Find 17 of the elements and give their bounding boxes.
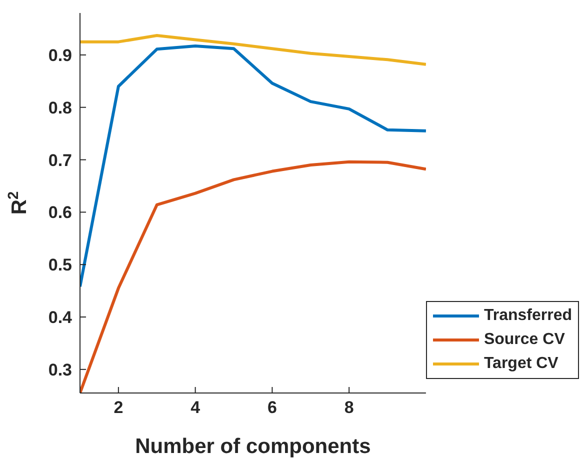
x-tick-label: 6 [267,398,277,418]
y-tick-label: 0.4 [48,308,73,328]
line-series [80,44,426,288]
y-tick-label: 0.3 [48,360,72,380]
y-tick-label: 0.5 [48,256,72,275]
x-tick-label: 8 [344,398,354,418]
x-tick-label: 2 [114,398,124,418]
y-tick-label: 0.6 [48,203,72,222]
legend-label: Target CV [484,355,558,373]
y-tick-label: 0.7 [48,150,72,170]
line-series [80,34,426,66]
y-tick-label: 0.8 [48,98,72,118]
x-axis-title: Number of components [135,435,371,458]
legend-label: Source CV [484,331,565,349]
legend-label: Transferred [484,307,572,325]
y-tick-label: 0.9 [48,46,72,65]
x-tick-label: 4 [190,398,201,418]
